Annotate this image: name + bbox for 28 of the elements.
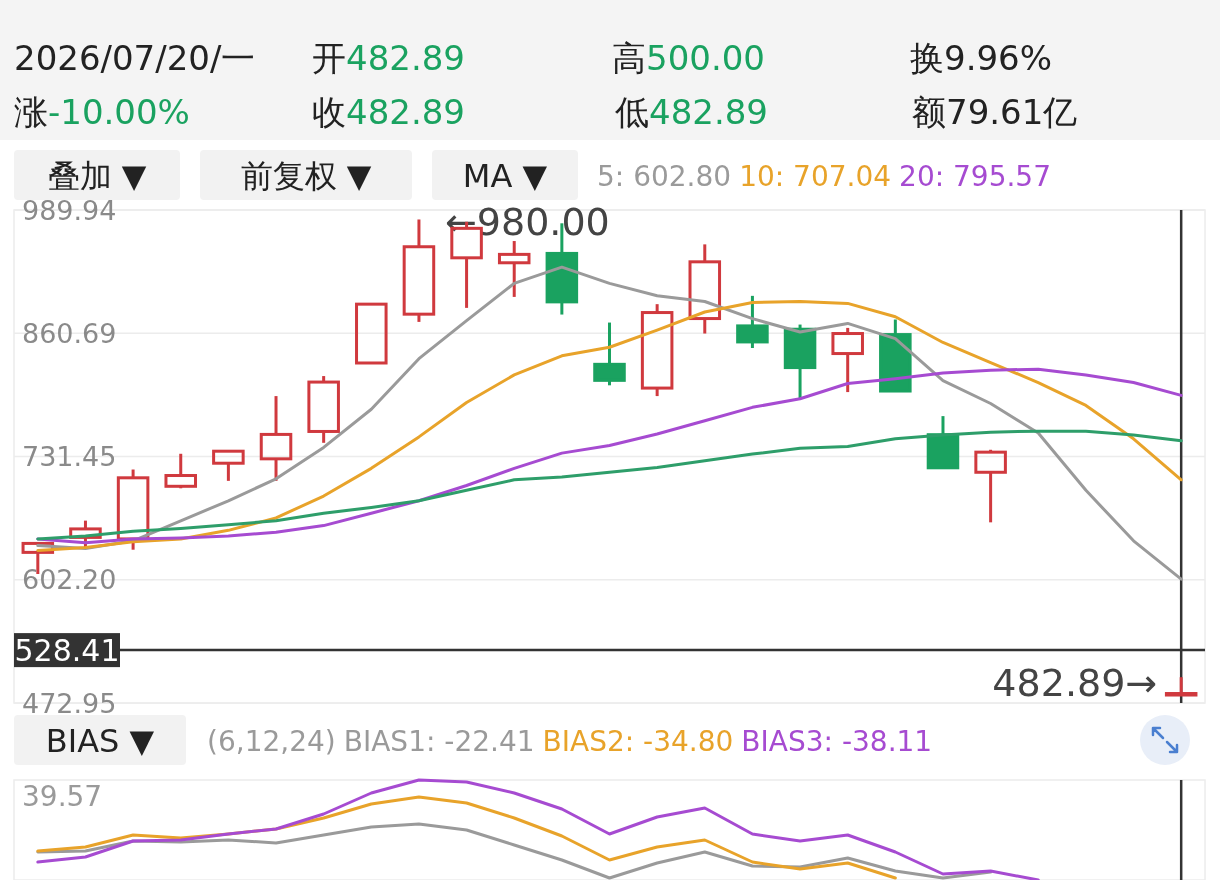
y-tick-label: 860.69 (22, 317, 117, 349)
text: 叠加 ▼ (47, 157, 147, 195)
text: 5: 602.80 (597, 160, 732, 193)
text: 前复权 ▼ (240, 157, 372, 195)
text: 10: 707.04 (739, 160, 892, 193)
chart-subtitle: (6,12,24) (207, 725, 336, 758)
text: 额79.61亿 (912, 92, 1078, 132)
text: 换9.96% (910, 38, 1053, 78)
text: 高500.00 (612, 38, 765, 78)
text: 低482.89 (615, 92, 768, 132)
annotation: 39.57 (22, 780, 103, 813)
text: 开482.89 (312, 38, 465, 78)
text: BIAS3: -38.11 (741, 725, 933, 758)
text: MA ▼ (462, 157, 548, 195)
annotation: ←980.00 (444, 200, 610, 245)
y-tick-label: 602.20 (22, 564, 117, 596)
text: 涨-10.00% (14, 92, 190, 132)
y-tick-label: 989.94 (22, 194, 117, 226)
chart-title: BIAS ▼ (45, 722, 155, 760)
text: 20: 795.57 (899, 160, 1051, 193)
text: BIAS1: -22.41 (343, 725, 535, 758)
text: 2026/07/20/一 (14, 38, 256, 78)
text: BIAS2: -34.80 (542, 725, 734, 758)
y-tick-label: 731.45 (22, 441, 117, 472)
y-tick-label: 472.95 (22, 687, 117, 719)
ref-line-label: 528.41 (14, 633, 120, 669)
annotation: 482.89→ (992, 660, 1158, 705)
text: 收482.89 (312, 92, 465, 132)
